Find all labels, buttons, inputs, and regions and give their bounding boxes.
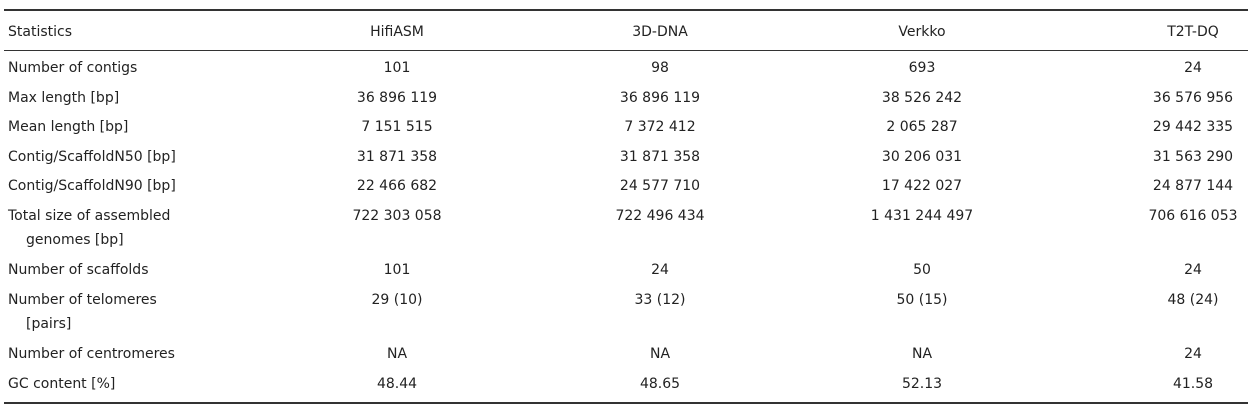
cell-value: 24 bbox=[651, 262, 669, 278]
cell-value: 48 (24) bbox=[1167, 291, 1219, 308]
cell-value: 7 151 515 bbox=[361, 119, 433, 135]
cell-value: 41.58 bbox=[1172, 375, 1214, 392]
row-label: Mean length [bp] bbox=[8, 119, 129, 135]
row-label: Contig/ScaffoldN50 [bp] bbox=[8, 148, 176, 165]
cell-value: 29 442 335 bbox=[1152, 119, 1234, 135]
cell-value: 36 896 119 bbox=[356, 89, 438, 106]
top-rule bbox=[4, 9, 1248, 11]
row-label: [pairs] bbox=[26, 315, 72, 332]
row-label: Number of scaffolds bbox=[8, 262, 149, 278]
cell-value: 722 303 058 bbox=[352, 207, 442, 224]
cell-value: 693 bbox=[908, 60, 936, 76]
cell-value: 22 466 682 bbox=[356, 178, 438, 194]
cell-value: 2 065 287 bbox=[886, 119, 958, 135]
row-label: Total size of assembled bbox=[8, 207, 171, 224]
cell-value: 38 526 242 bbox=[881, 89, 963, 106]
cell-value: 50 bbox=[913, 262, 931, 278]
cell-value: NA bbox=[911, 346, 933, 362]
cell-value: 31 563 290 bbox=[1152, 148, 1234, 165]
cell-value: 101 bbox=[383, 60, 411, 76]
row-label: Contig/ScaffoldN90 [bp] bbox=[8, 178, 176, 194]
cell-value: 29 (10) bbox=[371, 291, 423, 308]
cell-value: 24 bbox=[1184, 262, 1202, 278]
header-rule bbox=[4, 50, 1248, 51]
cell-value: 52.13 bbox=[901, 375, 943, 392]
cell-value: 17 422 027 bbox=[881, 178, 963, 194]
cell-value: 1 431 244 497 bbox=[870, 207, 974, 224]
cell-value: 24 877 144 bbox=[1152, 178, 1234, 194]
cell-value: NA bbox=[386, 346, 408, 362]
cell-value: 24 bbox=[1184, 346, 1202, 362]
cell-value: 50 (15) bbox=[896, 291, 948, 308]
cell-value: 31 871 358 bbox=[619, 148, 701, 165]
cell-value: 722 496 434 bbox=[615, 207, 705, 224]
cell-value: 98 bbox=[651, 60, 669, 76]
cell-value: 24 bbox=[1184, 60, 1202, 76]
column-header: Verkko bbox=[898, 24, 946, 40]
cell-value: 48.65 bbox=[639, 375, 681, 392]
cell-value: 24 577 710 bbox=[619, 178, 701, 194]
row-label: Number of contigs bbox=[8, 60, 138, 76]
cell-value: NA bbox=[649, 346, 671, 362]
column-header: 3D-DNA bbox=[632, 24, 688, 40]
row-label: Number of telomeres bbox=[8, 291, 157, 308]
cell-value: 36 576 956 bbox=[1152, 89, 1234, 106]
cell-value: 706 616 053 bbox=[1148, 207, 1238, 224]
cell-value: 101 bbox=[383, 262, 411, 278]
bottom-rule bbox=[4, 402, 1248, 404]
cell-value: 7 372 412 bbox=[624, 119, 696, 135]
column-header: T2T-DQ bbox=[1167, 24, 1219, 40]
row-label: GC content [%] bbox=[8, 375, 116, 392]
cell-value: 48.44 bbox=[376, 375, 418, 392]
cell-value: 30 206 031 bbox=[881, 148, 963, 165]
cell-value: 31 871 358 bbox=[356, 148, 438, 165]
row-label: Max length [bp] bbox=[8, 89, 120, 106]
cell-value: 33 (12) bbox=[634, 291, 686, 308]
column-header: Statistics bbox=[8, 24, 72, 40]
column-header: HifiASM bbox=[370, 24, 424, 40]
cell-value: 36 896 119 bbox=[619, 89, 701, 106]
row-label: genomes [bp] bbox=[26, 231, 124, 248]
row-label: Number of centromeres bbox=[8, 346, 175, 362]
